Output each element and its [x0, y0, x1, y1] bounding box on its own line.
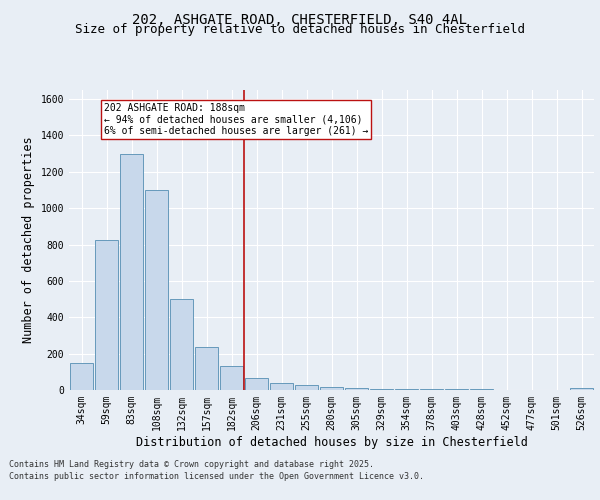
X-axis label: Distribution of detached houses by size in Chesterfield: Distribution of detached houses by size … — [136, 436, 527, 448]
Bar — [320, 388, 343, 390]
Bar — [370, 389, 393, 390]
Bar — [70, 362, 93, 390]
Bar — [270, 383, 293, 390]
Bar — [245, 378, 268, 390]
Text: Contains public sector information licensed under the Open Government Licence v3: Contains public sector information licen… — [9, 472, 424, 481]
Bar — [570, 388, 593, 390]
Text: 202, ASHGATE ROAD, CHESTERFIELD, S40 4AL: 202, ASHGATE ROAD, CHESTERFIELD, S40 4AL — [133, 12, 467, 26]
Bar — [345, 388, 368, 390]
Bar — [395, 389, 418, 390]
Bar — [470, 389, 493, 390]
Text: 202 ASHGATE ROAD: 188sqm
← 94% of detached houses are smaller (4,106)
6% of semi: 202 ASHGATE ROAD: 188sqm ← 94% of detach… — [104, 102, 368, 136]
Text: Contains HM Land Registry data © Crown copyright and database right 2025.: Contains HM Land Registry data © Crown c… — [9, 460, 374, 469]
Bar — [295, 385, 318, 390]
Text: Size of property relative to detached houses in Chesterfield: Size of property relative to detached ho… — [75, 24, 525, 36]
Bar — [120, 154, 143, 390]
Bar — [145, 190, 168, 390]
Bar — [420, 389, 443, 390]
Bar — [220, 366, 243, 390]
Bar — [95, 240, 118, 390]
Y-axis label: Number of detached properties: Number of detached properties — [22, 136, 35, 344]
Bar — [170, 299, 193, 390]
Bar — [195, 348, 218, 390]
Bar — [445, 389, 468, 390]
